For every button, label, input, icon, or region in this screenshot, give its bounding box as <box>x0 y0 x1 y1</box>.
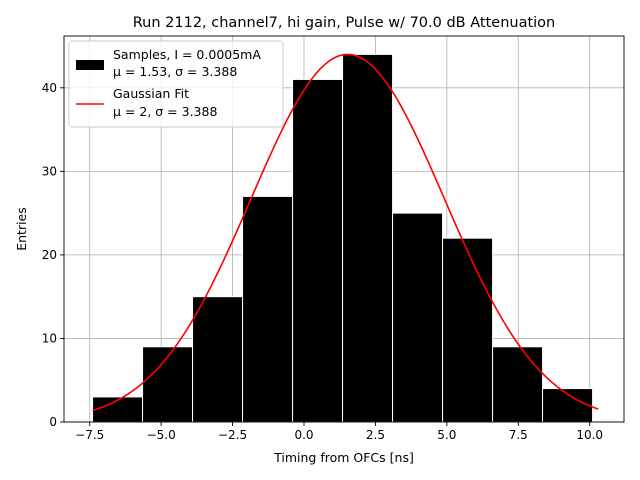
x-axis-ticks: −7.5 −5.0 −2.5 0.0 2.5 5.0 7.5 10.0 <box>75 422 603 442</box>
legend-label-samples-line2: μ = 1.53, σ = 3.388 <box>113 64 237 79</box>
x-tick-label: −2.5 <box>218 428 247 442</box>
histogram-bar <box>192 296 244 423</box>
histogram-bar <box>442 237 494 423</box>
legend-box <box>68 40 284 128</box>
y-axis-label: Entries <box>14 207 29 251</box>
histogram-bar <box>292 78 344 423</box>
y-tick-label: 0 <box>49 415 57 429</box>
y-tick-label: 20 <box>42 248 57 262</box>
chart-title: Run 2112, channel7, hi gain, Pulse w/ 70… <box>133 15 556 31</box>
histogram-bars <box>92 53 594 423</box>
x-tick-label: 7.5 <box>509 428 528 442</box>
gaussian-fit-line <box>92 53 599 412</box>
legend-label-fit-line2: μ = 2, σ = 3.388 <box>113 104 217 119</box>
histogram-bar <box>492 346 544 423</box>
x-tick-label: 0.0 <box>294 428 313 442</box>
y-tick-label: 30 <box>42 164 57 178</box>
histogram-bar <box>392 212 444 423</box>
x-tick-label: −7.5 <box>75 428 104 442</box>
legend-label-samples-line1: Samples, I = 0.0005mA <box>113 47 261 62</box>
y-axis-ticks: 0 10 20 30 40 <box>42 81 64 429</box>
plot-frame <box>63 35 625 423</box>
y-tick-label: 10 <box>42 331 57 345</box>
legend-label-fit-line1: Gaussian Fit <box>113 86 189 101</box>
legend-swatch-samples <box>76 60 104 70</box>
x-tick-label: −5.0 <box>147 428 176 442</box>
histogram-bar <box>342 53 394 423</box>
x-axis-label: Timing from OFCs [ns] <box>273 450 414 465</box>
x-tick-label: 2.5 <box>366 428 385 442</box>
histogram-bar <box>242 195 294 423</box>
x-tick-label: 5.0 <box>437 428 456 442</box>
x-tick-label: 10.0 <box>576 428 603 442</box>
y-tick-label: 40 <box>42 81 57 95</box>
legend: Samples, I = 0.0005mA μ = 1.53, σ = 3.38… <box>68 40 284 128</box>
